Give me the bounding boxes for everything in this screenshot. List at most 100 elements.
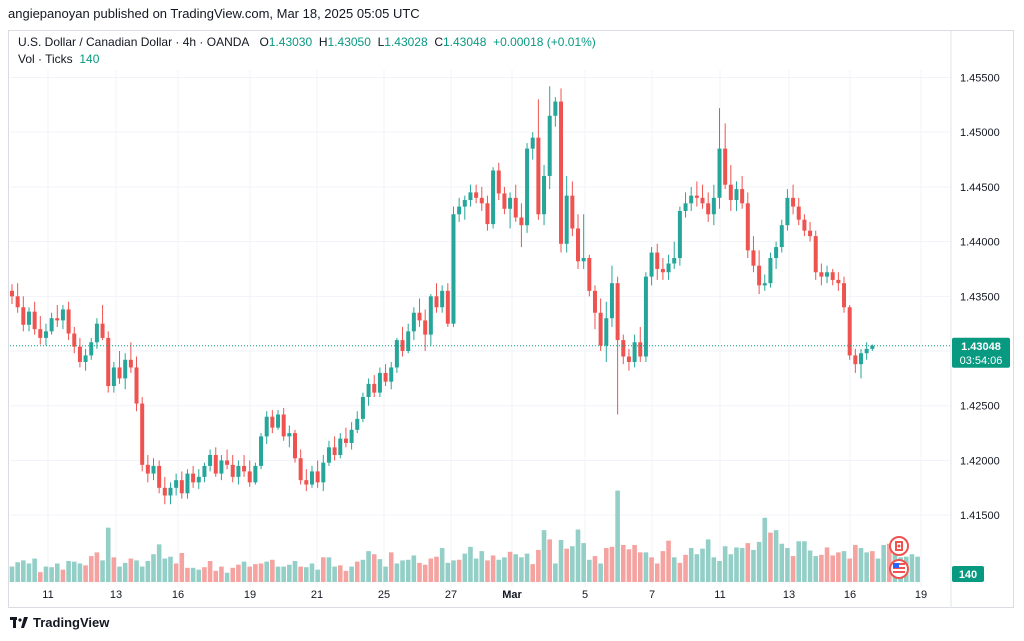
candle-body	[717, 148, 722, 198]
volume-bar	[49, 567, 54, 582]
volume-bar	[824, 547, 830, 582]
candle	[157, 460, 162, 494]
time-axis[interactable]: 11 13 16 19 21 25 27 Mar 5 7 11 13 16 19	[42, 589, 927, 601]
volume-bar	[190, 567, 196, 582]
candle	[672, 241, 677, 269]
volume-bar	[643, 552, 649, 582]
candle	[343, 427, 348, 448]
volume-bar	[581, 543, 586, 582]
candle	[581, 214, 586, 269]
volume-bar	[519, 557, 524, 582]
candle-body	[757, 265, 762, 286]
candle	[242, 454, 247, 477]
candle	[185, 469, 190, 499]
candle	[689, 186, 694, 211]
volume-bar	[592, 556, 598, 582]
volume-bar	[343, 570, 349, 582]
candle-body	[406, 331, 411, 352]
candle	[389, 361, 394, 390]
candle-body	[870, 345, 875, 349]
volume-bar	[683, 554, 688, 582]
volume-bar	[875, 558, 881, 582]
candle-body	[72, 333, 77, 347]
volume-bar	[445, 562, 451, 582]
candle	[281, 407, 286, 441]
candle-body	[264, 416, 269, 437]
chart-frame	[8, 30, 1014, 608]
candle-body	[366, 383, 371, 397]
candle	[338, 433, 343, 459]
volume-bar	[434, 556, 439, 582]
candle	[660, 258, 665, 280]
candle-body	[536, 137, 541, 215]
volume-bar	[830, 555, 835, 582]
candle-body	[230, 464, 235, 477]
open-value: 1.43030	[268, 35, 313, 49]
candle-body	[813, 236, 818, 273]
candle-body	[723, 148, 728, 185]
volume-bar	[236, 564, 241, 582]
volume-bar	[422, 564, 428, 582]
candle-body	[491, 170, 496, 225]
candle	[394, 337, 399, 373]
candle-body	[372, 383, 377, 393]
volume-bar	[819, 554, 824, 582]
legend-volume-row: Vol · Ticks 140	[18, 51, 596, 68]
tradingview-footer[interactable]: TradingView	[10, 615, 109, 630]
candle	[502, 186, 507, 215]
candle-body	[55, 318, 60, 321]
candle-body	[106, 337, 111, 387]
volume-bar	[337, 565, 343, 582]
candle-body	[604, 318, 609, 346]
volume-bar	[790, 556, 796, 582]
candle-body	[553, 101, 558, 116]
candle-body	[859, 353, 863, 365]
volume-bar	[870, 551, 875, 582]
volume-bar	[111, 557, 117, 582]
volume-bar	[705, 539, 711, 582]
symbol-title[interactable]: U.S. Dollar / Canadian Dollar · 4h · OAN…	[18, 35, 250, 49]
volume-bar	[100, 560, 105, 582]
candle	[168, 482, 173, 505]
candle-body	[394, 340, 399, 368]
price-tick-label: 1.41500	[960, 510, 1000, 522]
volume-bar	[151, 554, 156, 582]
candle	[542, 165, 547, 226]
candle	[26, 307, 31, 332]
volume-bar	[915, 556, 920, 582]
candle-body	[842, 283, 847, 308]
close-value: 1.43048	[443, 35, 487, 49]
candle-body	[468, 192, 473, 201]
candle	[360, 392, 365, 423]
volume-label[interactable]: Vol · Ticks	[18, 52, 73, 66]
candle	[592, 285, 597, 330]
volume-bar	[700, 548, 705, 582]
candle	[808, 221, 813, 242]
us-flag-icon[interactable]	[889, 559, 909, 579]
time-tick-label: 16	[172, 589, 184, 601]
candle-body	[564, 195, 569, 244]
price-axis[interactable]: 1.45500 1.45000 1.44500 1.44000 1.43500 1.430…	[960, 72, 1000, 522]
candle	[83, 348, 88, 371]
volume-bar	[507, 551, 513, 582]
candle	[802, 214, 807, 237]
canada-flag-icon[interactable]	[889, 536, 909, 556]
candle-body	[496, 170, 501, 194]
last-price-box	[952, 337, 1010, 368]
candle	[626, 348, 631, 371]
candle-body	[304, 480, 309, 485]
candle-body	[802, 219, 807, 231]
candle	[864, 342, 869, 360]
volume-bar	[207, 561, 213, 582]
volume-bar	[156, 544, 162, 582]
time-tick-label: 13	[110, 589, 122, 601]
candle	[609, 265, 614, 327]
candle-body	[236, 465, 241, 477]
volume-bar	[513, 554, 519, 582]
change-value: +0.00018 (+0.01%)	[493, 35, 596, 49]
candle-body	[134, 367, 139, 404]
volume-bar	[202, 567, 207, 582]
candle	[842, 276, 847, 313]
price-tick-label: 1.44000	[960, 237, 1000, 249]
